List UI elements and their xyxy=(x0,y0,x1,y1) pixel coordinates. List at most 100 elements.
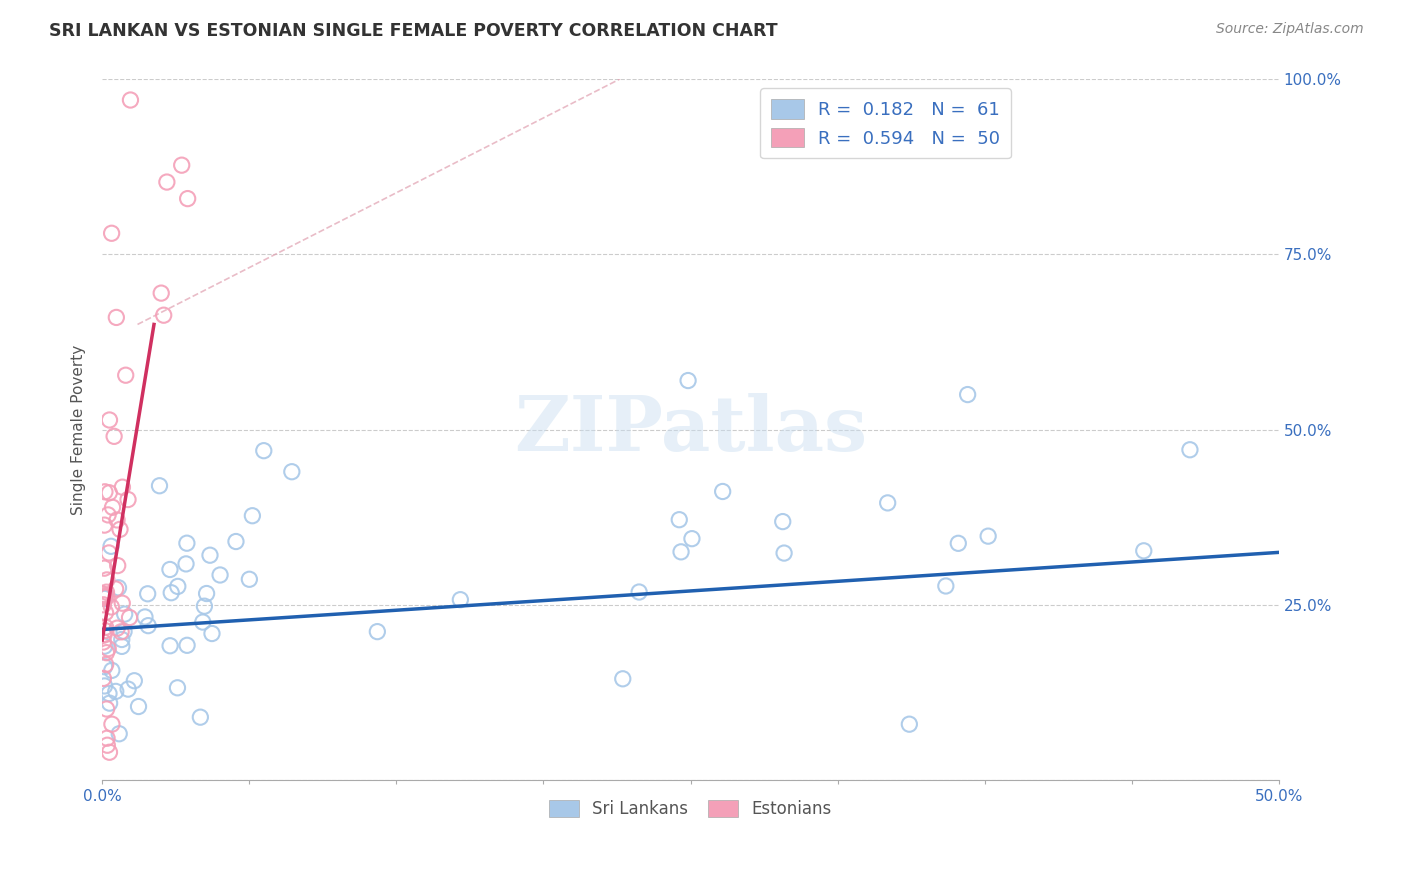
Point xyxy=(676,374,699,388)
Point xyxy=(281,465,304,479)
Point xyxy=(100,599,122,614)
Point xyxy=(97,508,120,522)
Point xyxy=(96,646,118,660)
Point xyxy=(876,496,898,510)
Point xyxy=(253,443,276,458)
Point xyxy=(1178,442,1201,457)
Point xyxy=(198,548,221,562)
Point xyxy=(96,590,118,604)
Point xyxy=(103,429,125,443)
Point xyxy=(112,624,135,639)
Point xyxy=(100,227,122,241)
Point xyxy=(111,480,134,494)
Point xyxy=(136,587,159,601)
Point xyxy=(124,673,146,688)
Point xyxy=(238,572,260,586)
Point xyxy=(114,607,136,621)
Point xyxy=(669,545,692,559)
Point xyxy=(96,573,118,587)
Point xyxy=(209,568,232,582)
Point xyxy=(93,672,115,686)
Point xyxy=(93,635,115,649)
Point xyxy=(1132,543,1154,558)
Point xyxy=(108,727,131,741)
Point xyxy=(188,710,211,724)
Legend: Sri Lankans, Estonians: Sri Lankans, Estonians xyxy=(543,793,839,824)
Point xyxy=(176,192,198,206)
Point xyxy=(156,175,179,189)
Point xyxy=(111,632,134,647)
Point xyxy=(159,639,181,653)
Point xyxy=(366,624,388,639)
Point xyxy=(98,696,121,710)
Point xyxy=(150,286,173,301)
Point xyxy=(100,539,122,553)
Point xyxy=(117,682,139,697)
Point xyxy=(711,484,734,499)
Point xyxy=(105,513,128,527)
Point xyxy=(160,585,183,599)
Point xyxy=(166,579,188,593)
Point xyxy=(98,413,121,427)
Point xyxy=(105,310,128,325)
Point xyxy=(193,599,215,614)
Point xyxy=(612,672,634,686)
Point xyxy=(94,590,117,604)
Point xyxy=(956,387,979,401)
Point xyxy=(101,717,124,731)
Point xyxy=(170,158,193,172)
Point xyxy=(97,546,120,560)
Point xyxy=(191,615,214,629)
Point xyxy=(114,368,136,383)
Point xyxy=(108,522,131,536)
Point xyxy=(97,641,120,656)
Point xyxy=(681,532,703,546)
Point xyxy=(94,620,117,634)
Point xyxy=(195,586,218,600)
Point xyxy=(93,518,115,533)
Point xyxy=(117,492,139,507)
Point xyxy=(98,745,121,759)
Point xyxy=(104,684,127,698)
Point xyxy=(96,738,118,752)
Point xyxy=(96,585,118,599)
Point xyxy=(93,639,115,653)
Point xyxy=(93,591,115,606)
Point xyxy=(101,500,124,515)
Point xyxy=(134,610,156,624)
Point xyxy=(98,485,121,500)
Point xyxy=(93,679,115,693)
Point xyxy=(159,562,181,576)
Point xyxy=(240,508,263,523)
Point xyxy=(176,638,198,652)
Point xyxy=(107,558,129,573)
Text: ZIPatlas: ZIPatlas xyxy=(515,392,868,467)
Point xyxy=(628,585,651,599)
Point xyxy=(118,610,141,624)
Point xyxy=(201,626,224,640)
Point xyxy=(225,534,247,549)
Point xyxy=(449,592,471,607)
Point xyxy=(110,624,132,639)
Point xyxy=(111,596,134,610)
Point xyxy=(174,557,197,571)
Point xyxy=(107,581,129,595)
Point xyxy=(152,308,174,322)
Point xyxy=(93,659,115,673)
Point xyxy=(773,546,796,560)
Point xyxy=(93,628,115,642)
Point xyxy=(120,93,142,107)
Point xyxy=(176,536,198,550)
Point xyxy=(166,681,188,695)
Point xyxy=(104,582,127,596)
Point xyxy=(668,513,690,527)
Point xyxy=(96,731,118,746)
Point xyxy=(948,536,970,550)
Point xyxy=(93,561,115,575)
Point xyxy=(93,598,115,612)
Point xyxy=(94,657,117,672)
Point xyxy=(96,702,118,716)
Point xyxy=(94,606,117,620)
Point xyxy=(148,479,170,493)
Point xyxy=(94,624,117,638)
